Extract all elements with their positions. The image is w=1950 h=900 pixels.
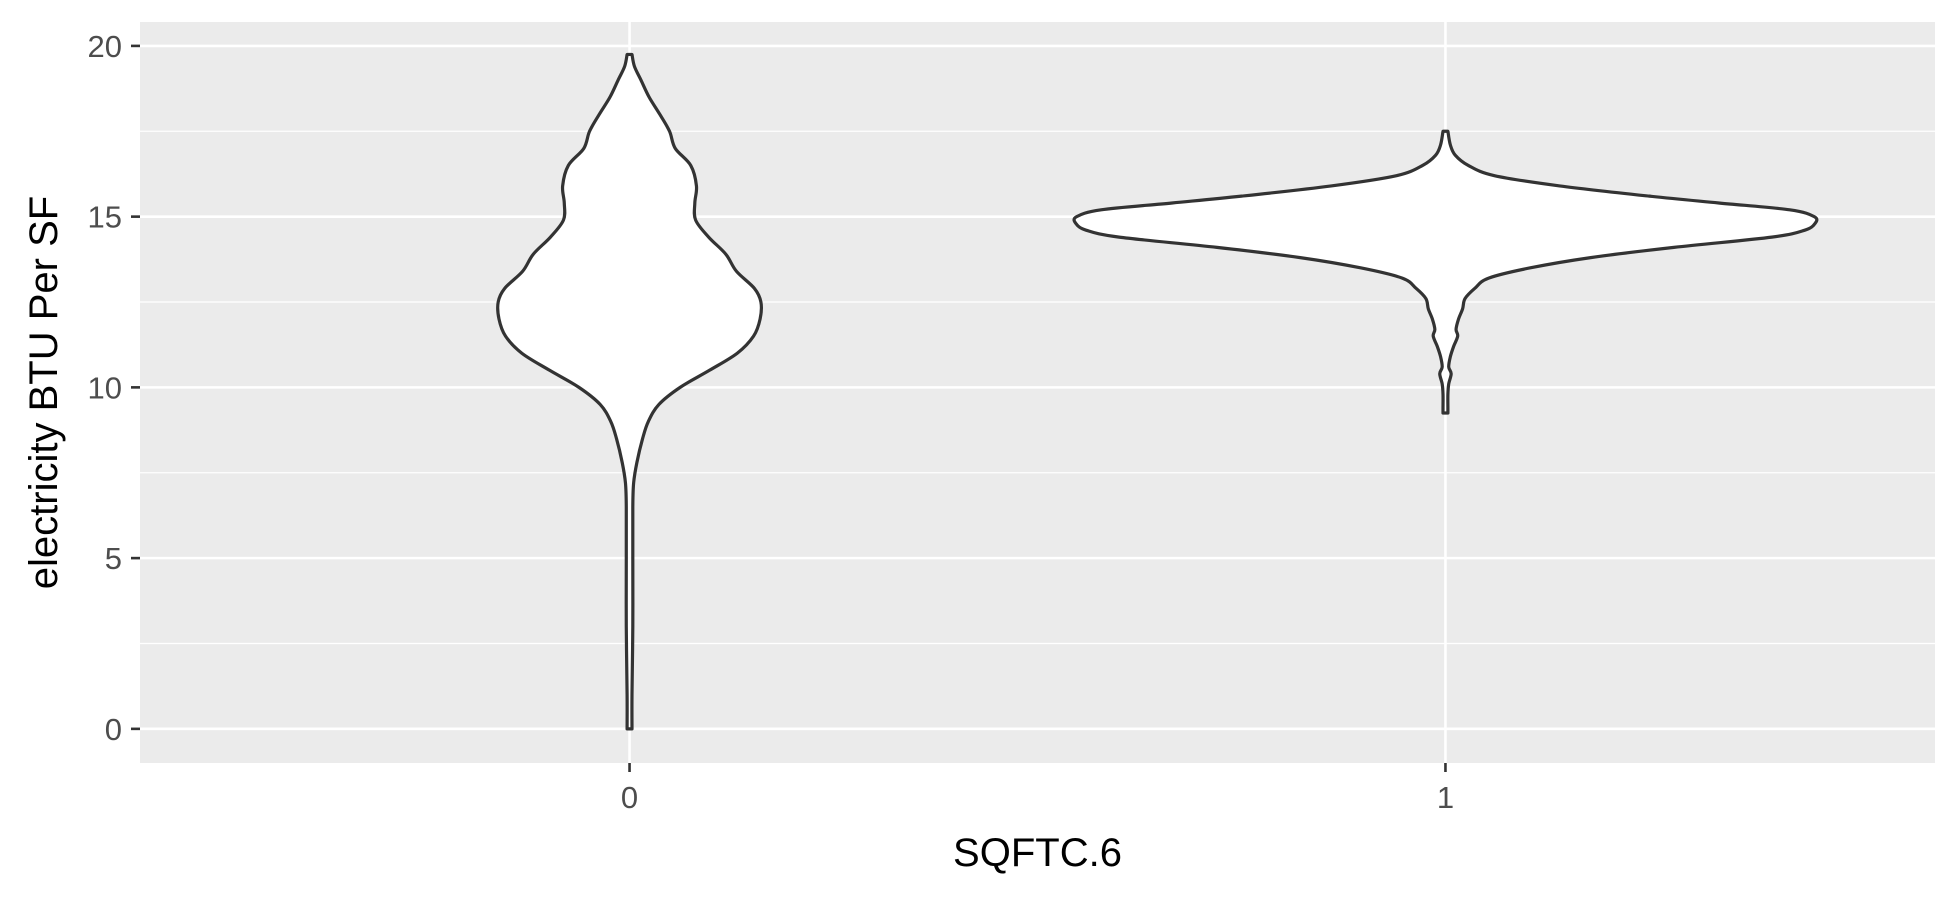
y-tick-label: 15: [88, 200, 122, 235]
grid-minor-lines: [140, 130, 1935, 645]
violin-0: [496, 52, 763, 731]
y-axis: 0 5 10 15 20: [88, 29, 140, 747]
x-tick-label: 0: [621, 780, 638, 815]
x-axis-title: SQFTC.6: [953, 831, 1122, 875]
y-tick-label: 0: [105, 712, 122, 747]
violin-1: [1072, 129, 1819, 415]
plot-panel: [140, 22, 1935, 763]
violins: [496, 52, 1819, 731]
y-tick-label: 10: [88, 370, 122, 405]
y-tick-label: 20: [88, 29, 122, 64]
y-axis-title: electricity BTU Per SF: [22, 196, 66, 589]
x-tick-label: 1: [1437, 780, 1454, 815]
y-tick-label: 5: [105, 541, 122, 576]
